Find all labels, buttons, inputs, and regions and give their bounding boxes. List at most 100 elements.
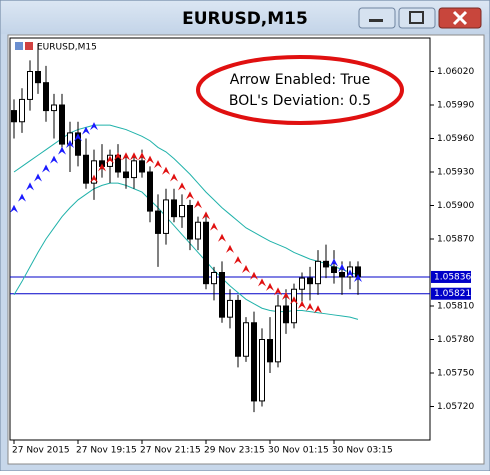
y-tick-label: 1.05870 (437, 235, 474, 245)
y-tick-label: 1.05750 (437, 369, 474, 379)
candle-body (195, 221, 201, 240)
signal-arrow (114, 152, 122, 161)
y-tick-label: 1.05900 (437, 201, 474, 211)
band-line (13, 182, 359, 320)
signal-arrow (234, 256, 242, 265)
signal-arrow (178, 182, 186, 191)
signal-arrow (298, 300, 306, 309)
candle-body (203, 221, 209, 285)
signal-arrow (226, 244, 234, 253)
y-tick-label: 1.05780 (437, 335, 474, 345)
candle-body (275, 305, 281, 363)
signal-arrow (10, 204, 18, 213)
candle-body (331, 266, 337, 273)
minimize-icon (369, 19, 383, 22)
price-tag (431, 270, 471, 283)
symbol-icon (25, 42, 33, 50)
signal-arrow (130, 152, 138, 161)
price-tag (431, 287, 471, 300)
candle-body (259, 339, 265, 402)
signal-arrow (146, 155, 154, 164)
candle-body (43, 82, 49, 112)
signal-arrow (290, 296, 298, 305)
signal-arrow (26, 182, 34, 191)
x-tick-label: 27 Nov 2015 (12, 446, 70, 456)
signal-arrow (90, 122, 98, 131)
signal-arrow (314, 305, 322, 314)
candle-body (179, 205, 185, 218)
candle-body (291, 288, 297, 324)
annotation: Arrow Enabled: True (230, 72, 370, 88)
candle-body (27, 71, 33, 100)
band-line (13, 124, 359, 276)
signal-arrow (338, 263, 346, 272)
signal-arrow (34, 173, 42, 182)
x-tick-label: 30 Nov 03:15 (332, 446, 393, 456)
signal-arrow (90, 174, 98, 183)
annotation-ellipse (196, 55, 404, 125)
candle-body (59, 104, 65, 145)
candle-body (307, 277, 313, 285)
signal-arrow (18, 193, 26, 202)
signal-arrow (138, 152, 146, 161)
candle-body (91, 160, 97, 184)
symbol-label: EURUSD,M15 (37, 43, 97, 53)
candle-body (251, 322, 257, 402)
signal-arrow (346, 269, 354, 278)
candle-body (211, 272, 217, 285)
candle-body (139, 160, 145, 173)
signal-arrow (194, 200, 202, 209)
maximize-button[interactable] (398, 7, 436, 29)
candle-body (315, 260, 321, 285)
signal-arrow (266, 282, 274, 291)
candle-body (131, 160, 137, 179)
signal-arrow (66, 139, 74, 148)
signal-arrow (186, 191, 194, 200)
y-tick-label: 1.05720 (437, 402, 474, 412)
candle-body (11, 110, 17, 123)
x-tick-label: 29 Nov 23:15 (204, 446, 265, 456)
candle-body (19, 98, 25, 123)
price-tag-label: 1.05821 (434, 289, 471, 299)
signal-arrow (154, 160, 162, 169)
signal-arrow (250, 271, 258, 280)
signal-arrow (306, 303, 314, 311)
y-tick-label: 1.06020 (437, 67, 474, 77)
candle-body (219, 272, 225, 318)
candle-body (163, 199, 169, 234)
close-icon (452, 10, 468, 26)
candle-body (155, 210, 161, 234)
minimize-button[interactable] (358, 7, 396, 29)
candle-body (35, 71, 41, 84)
signal-arrow (82, 126, 90, 135)
signal-arrow (274, 287, 282, 296)
candle-body (227, 299, 233, 318)
signal-arrow (282, 291, 290, 300)
y-tick-label: 1.05930 (437, 168, 474, 178)
signal-arrow (98, 163, 106, 172)
candle-body (235, 299, 241, 357)
y-tick-label: 1.05990 (437, 101, 474, 111)
y-tick-label: 1.05810 (437, 302, 474, 312)
signal-arrow (242, 265, 250, 274)
signal-arrow (354, 273, 362, 282)
signal-arrow (170, 173, 178, 182)
candle-body (75, 132, 81, 156)
x-tick-label: 30 Nov 01:15 (268, 446, 329, 456)
signal-arrow (74, 133, 82, 142)
signal-arrow (202, 211, 210, 220)
y-tick-label: 1.05960 (437, 134, 474, 144)
signal-arrow (58, 146, 66, 155)
maximize-icon (409, 11, 424, 24)
candle-body (283, 305, 289, 324)
candle-body (123, 171, 129, 179)
x-tick-label: 27 Nov 21:15 (140, 446, 201, 456)
price-tag-label: 1.05836 (434, 272, 471, 282)
signal-arrow (218, 233, 226, 242)
signal-arrow (330, 258, 338, 267)
candle-body (339, 272, 345, 278)
candle-body (299, 277, 305, 290)
signal-arrow (258, 278, 266, 287)
